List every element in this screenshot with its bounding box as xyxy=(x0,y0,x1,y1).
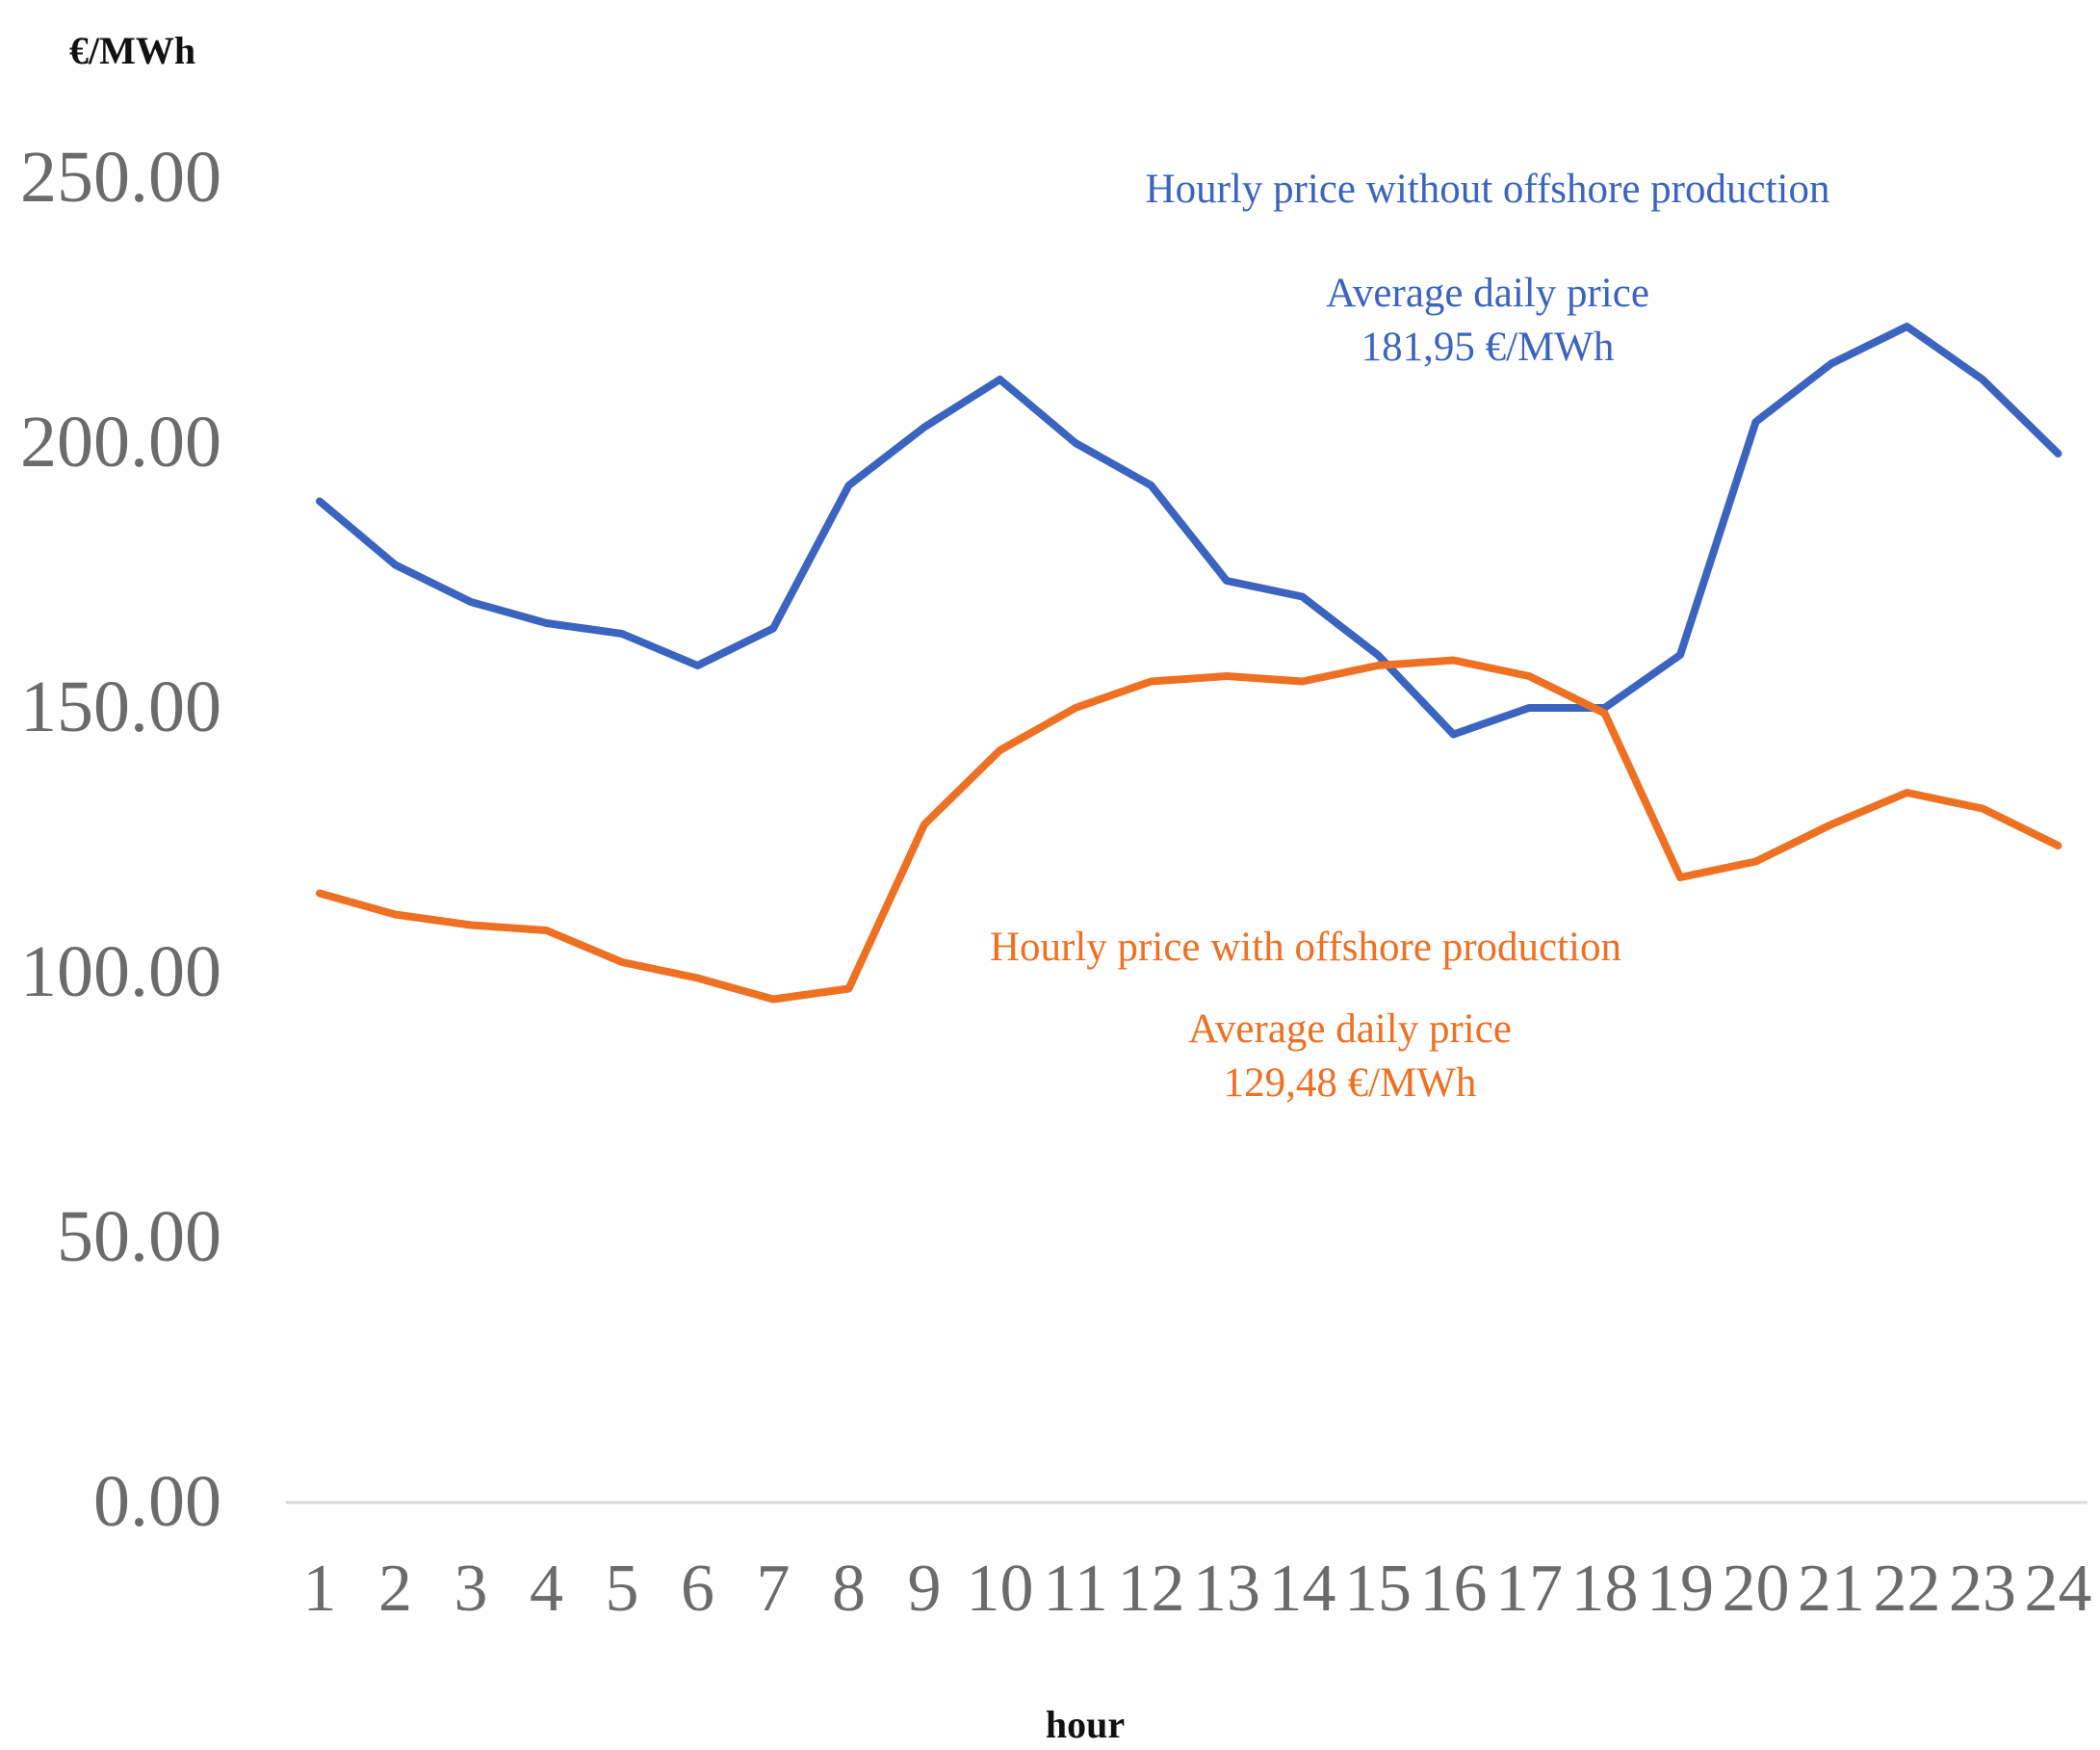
x-tick-label: 4 xyxy=(530,1552,563,1626)
data-point xyxy=(920,821,928,828)
y-tick-label: 0.00 xyxy=(93,1461,221,1542)
data-point xyxy=(2055,842,2062,849)
x-tick-label: 19 xyxy=(1646,1552,1714,1626)
annotation-series-with-offshore: Hourly price with offshore production xyxy=(990,925,1621,970)
data-point xyxy=(2055,450,2062,457)
data-point xyxy=(1752,858,1760,866)
x-tick-label: 17 xyxy=(1495,1552,1563,1626)
y-tick-label: 150.00 xyxy=(20,666,221,747)
data-point xyxy=(467,598,475,606)
data-point xyxy=(1904,323,1911,330)
x-tick-label: 10 xyxy=(967,1552,1034,1626)
annotation-average-label-without: Average daily price xyxy=(1326,271,1649,316)
data-point xyxy=(769,625,777,633)
data-point xyxy=(769,996,777,1004)
x-tick-label: 11 xyxy=(1043,1552,1107,1626)
data-point xyxy=(1676,651,1684,659)
data-point xyxy=(1223,672,1231,680)
data-point xyxy=(1752,418,1760,426)
x-tick-label: 15 xyxy=(1344,1552,1412,1626)
data-point xyxy=(1525,704,1533,712)
data-point xyxy=(1525,672,1533,680)
data-point xyxy=(1374,662,1382,669)
series-line-without-offshore xyxy=(316,323,2062,739)
data-point xyxy=(467,922,475,929)
data-point xyxy=(1148,482,1155,489)
data-point xyxy=(1450,731,1458,739)
data-point xyxy=(543,927,551,934)
x-tick-label: 23 xyxy=(1949,1552,2016,1626)
x-tick-label: 6 xyxy=(681,1552,714,1626)
data-point xyxy=(1979,376,1986,383)
annotation-average-value-without: 181,95 €/MWh xyxy=(1361,325,1615,370)
data-point xyxy=(392,562,400,569)
data-point xyxy=(1601,710,1609,718)
x-tick-label: 16 xyxy=(1420,1552,1488,1626)
data-point xyxy=(1223,577,1231,585)
data-point xyxy=(543,619,551,627)
data-point xyxy=(316,498,324,506)
annotations: Hourly price without offshore production… xyxy=(990,167,1829,1106)
data-point xyxy=(997,376,1004,383)
data-point xyxy=(997,746,1004,754)
x-tick-label: 14 xyxy=(1269,1552,1336,1626)
data-point xyxy=(618,958,626,966)
x-axis-ticks: 1 2 3 4 5 6 7 8 9 10 11 12 13 14 15 16 17 18 19 20 21 22 23 24 xyxy=(303,1552,2092,1626)
data-point xyxy=(1828,360,1835,368)
x-tick-label: 12 xyxy=(1118,1552,1185,1626)
x-tick-label: 2 xyxy=(378,1552,412,1626)
data-point xyxy=(1374,651,1382,659)
series-line-with-offshore xyxy=(316,656,2062,1004)
x-tick-label: 24 xyxy=(2025,1552,2092,1626)
data-point xyxy=(1450,657,1458,665)
x-tick-label: 18 xyxy=(1571,1552,1639,1626)
y-tick-label: 250.00 xyxy=(20,137,221,218)
y-tick-label: 200.00 xyxy=(20,402,221,483)
annotation-average-value-with: 129,48 €/MWh xyxy=(1224,1060,1477,1106)
x-tick-label: 8 xyxy=(832,1552,866,1626)
y-axis-ticks: 0.00 50.00 100.00 150.00 200.00 250.00 xyxy=(20,137,221,1542)
data-point xyxy=(1072,439,1079,447)
x-tick-label: 3 xyxy=(454,1552,488,1626)
x-tick-label: 7 xyxy=(757,1552,791,1626)
x-tick-label: 9 xyxy=(908,1552,942,1626)
data-point xyxy=(845,985,853,993)
series-lines xyxy=(316,323,2062,1004)
data-point xyxy=(1299,678,1307,686)
data-point xyxy=(845,482,853,489)
x-tick-label: 22 xyxy=(1874,1552,1941,1626)
x-tick-label: 13 xyxy=(1193,1552,1260,1626)
data-point xyxy=(694,975,702,982)
x-tick-label: 1 xyxy=(303,1552,337,1626)
x-axis-title: hour xyxy=(1046,1703,1125,1746)
data-point xyxy=(1676,874,1684,881)
data-point xyxy=(392,911,400,919)
y-tick-label: 50.00 xyxy=(57,1196,221,1277)
data-point xyxy=(1828,821,1835,828)
x-tick-label: 21 xyxy=(1798,1552,1865,1626)
data-point xyxy=(1148,678,1155,686)
data-point xyxy=(316,890,324,898)
data-point xyxy=(618,630,626,638)
y-axis-unit-label: €/MWh xyxy=(69,29,195,72)
x-tick-label: 20 xyxy=(1723,1552,1790,1626)
data-point xyxy=(920,424,928,431)
data-point xyxy=(1979,805,1986,813)
data-point xyxy=(694,662,702,669)
annotation-average-label-with: Average daily price xyxy=(1188,1006,1512,1052)
x-tick-label: 5 xyxy=(606,1552,639,1626)
y-tick-label: 100.00 xyxy=(20,931,221,1012)
annotation-series-without-offshore: Hourly price without offshore production xyxy=(1146,167,1830,212)
data-point xyxy=(1072,704,1079,712)
data-point xyxy=(1299,593,1307,601)
data-point xyxy=(1904,789,1911,797)
